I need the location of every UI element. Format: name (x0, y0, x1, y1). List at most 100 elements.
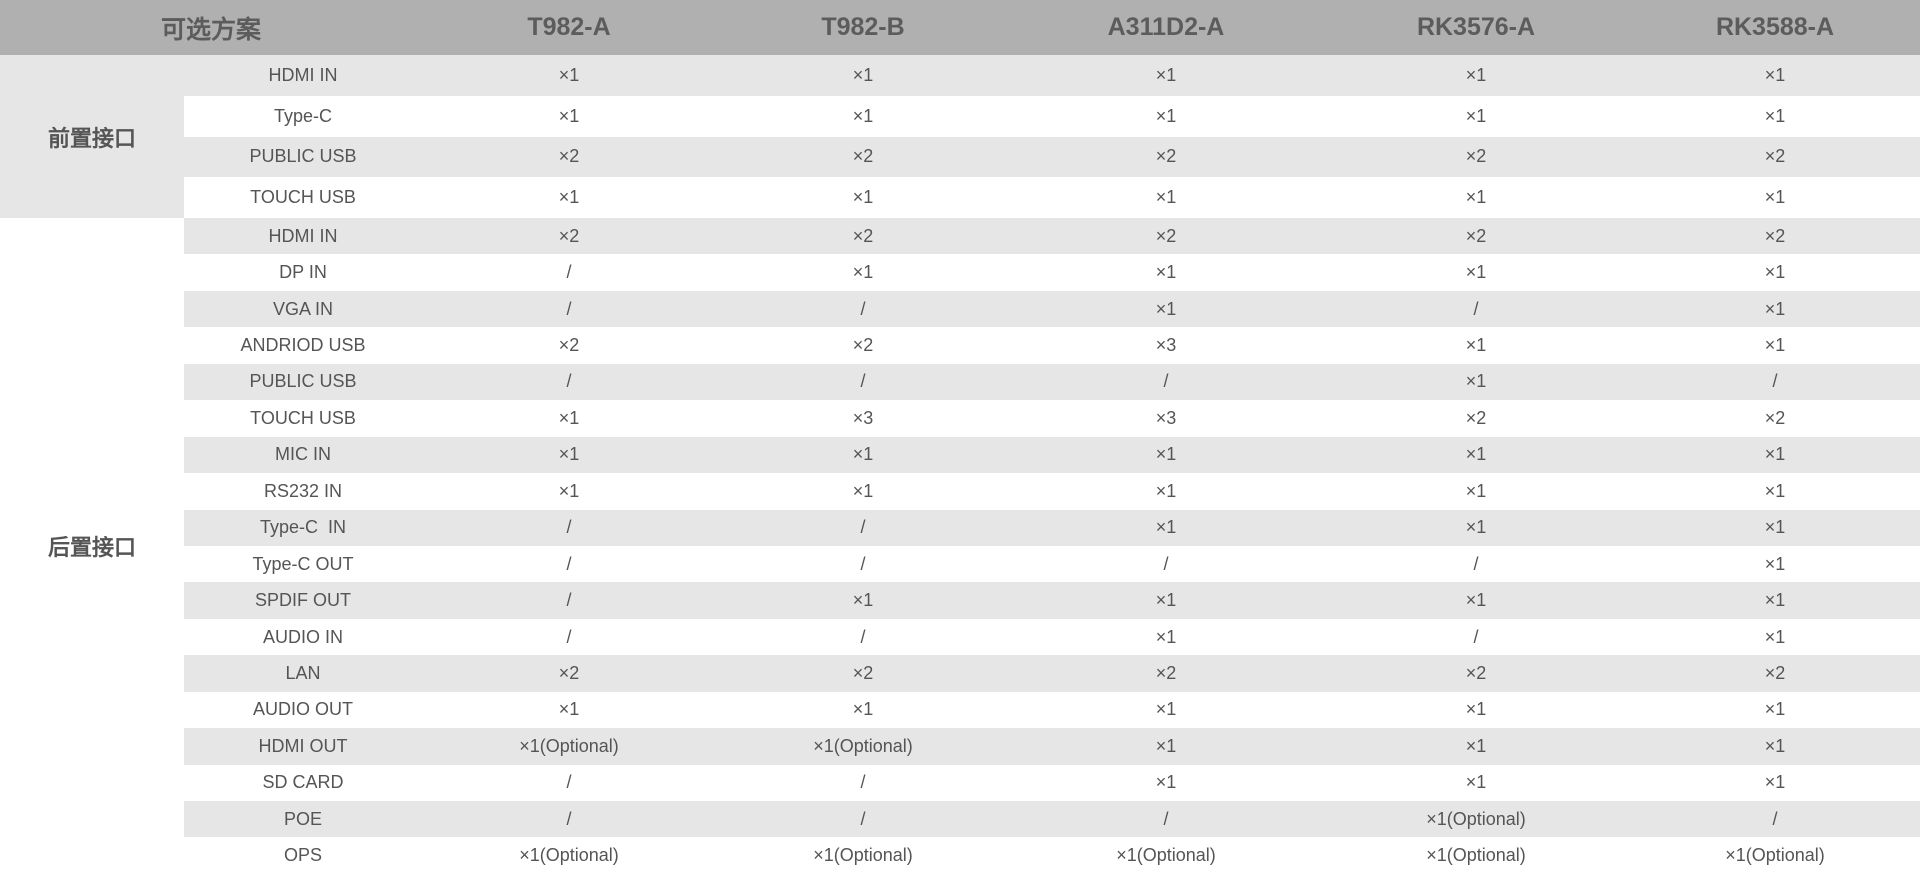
table-cell: ×1 (852, 590, 874, 611)
table-cell: / (860, 808, 866, 829)
table-cell: ×1 (1465, 371, 1487, 392)
table-row: OPS ×1(Optional) ×1(Optional) ×1(Optional) ×… (184, 837, 1920, 873)
table-cell: ×2 (1764, 662, 1786, 683)
table-cell: ×1 (852, 105, 874, 126)
table-cell: ×1 (1155, 772, 1177, 793)
table-cell: ×1 (1764, 298, 1786, 319)
table-row: HDMI IN ×1 ×1 ×1 ×1 ×1 (184, 55, 1920, 96)
table-cell: / (566, 298, 572, 319)
table-cell: / (860, 371, 866, 392)
model-header: T982-B (821, 13, 905, 41)
table-cell: ×1 (1465, 735, 1487, 756)
table-cell: / (566, 371, 572, 392)
row-label: POE (283, 808, 322, 829)
table-row: Type-C ×1 ×1 ×1 ×1 ×1 (184, 96, 1920, 137)
group-label: 前置接口 (0, 55, 184, 218)
table-cell: ×1 (558, 407, 580, 428)
table-cell: ×1(Optional) (1116, 845, 1216, 866)
table-cell: ×1(Optional) (813, 845, 913, 866)
table-cell: ×3 (852, 407, 874, 428)
table-cell: ×1(Optional) (1426, 808, 1526, 829)
table-cell: ×1 (558, 105, 580, 126)
table-row: PUBLIC USB / / / ×1 / (184, 363, 1920, 401)
table-cell: ×1 (1465, 517, 1487, 538)
table-cell: ×1 (1155, 590, 1177, 611)
group-front: 前置接口 HDMI IN ×1 ×1 ×1 ×1 ×1 Type-C ×1 ×1 ×1 ×1 ×1 PUB… (0, 55, 1920, 218)
table-row: TOUCH USB ×1 ×1 ×1 ×1 ×1 (184, 177, 1920, 218)
table-row: AUDIO OUT ×1 ×1 ×1 ×1 ×1 (184, 692, 1920, 728)
model-header: RK3588-A (1715, 13, 1835, 41)
table-cell: ×1 (852, 64, 874, 85)
table-cell: ×1 (558, 444, 580, 465)
table-cell: ×2 (558, 662, 580, 683)
table-cell: ×3 (1155, 407, 1177, 428)
table-cell: / (1772, 808, 1778, 829)
table-cell: ×1 (1155, 626, 1177, 647)
row-label: SPDIF OUT (254, 590, 351, 611)
table-row: ANDRIOD USB ×2 ×2 ×3 ×1 ×1 (184, 327, 1920, 363)
table-cell: ×1 (1155, 480, 1177, 501)
table-cell: ×1(Optional) (519, 735, 619, 756)
table-cell: / (566, 772, 572, 793)
table-cell: ×1 (1764, 626, 1786, 647)
table-cell: ×1 (1465, 772, 1487, 793)
table-cell: ×1(Optional) (1725, 845, 1825, 866)
table-cell: / (1473, 298, 1479, 319)
row-label: TOUCH USB (250, 187, 356, 208)
table-cell: / (566, 517, 572, 538)
group-label: 后置接口 (47, 534, 136, 560)
table-body: 前置接口 HDMI IN ×1 ×1 ×1 ×1 ×1 Type-C ×1 ×1 ×1 ×1 ×1 PUB… (0, 55, 1920, 874)
row-label: HDMI IN (268, 64, 338, 85)
table-cell: ×1 (1764, 64, 1786, 85)
table-cell: / (566, 808, 572, 829)
table-cell: ×1 (852, 480, 874, 501)
row-label: Type-C IN (259, 517, 347, 538)
table-cell: ×2 (1764, 407, 1786, 428)
table-cell: ×1 (1764, 105, 1786, 126)
table-cell: / (566, 590, 572, 611)
table-cell: ×2 (558, 146, 580, 167)
table-cell: ×1 (1465, 64, 1487, 85)
model-header: T982-A (527, 13, 611, 41)
table-cell: ×2 (1155, 146, 1177, 167)
table-cell: ×1(Optional) (813, 735, 913, 756)
table-cell: ×1 (1465, 699, 1487, 720)
row-label: OPS (283, 845, 322, 866)
table-cell: ×1 (1155, 262, 1177, 283)
table-cell: ×1 (1465, 187, 1487, 208)
table-cell: / (1163, 553, 1169, 574)
table-cell: ×2 (558, 335, 580, 356)
table-cell: ×1 (1155, 64, 1177, 85)
group-rear: 后置接口 HDMI IN ×2 ×2 ×2 ×2 ×2 DP IN / ×1 ×1 ×1 ×1 VGA I… (0, 218, 1920, 874)
row-label: VGA IN (272, 298, 334, 319)
table-cell: ×2 (852, 225, 874, 246)
table-row: PUBLIC USB ×2 ×2 ×2 ×2 ×2 (184, 136, 1920, 178)
table-cell: ×1 (1465, 590, 1487, 611)
row-label: LAN (285, 662, 321, 683)
table-cell: ×1 (1764, 699, 1786, 720)
table-row: VGA IN / / ×1 / ×1 (184, 290, 1920, 328)
table-cell: ×2 (558, 225, 580, 246)
table-cell: / (860, 517, 866, 538)
table-row: HDMI IN ×2 ×2 ×2 ×2 ×2 (184, 218, 1920, 255)
table-cell: ×1 (852, 187, 874, 208)
table-cell: ×1(Optional) (1426, 845, 1526, 866)
table-cell: ×2 (1465, 407, 1487, 428)
table-cell: ×1 (852, 699, 874, 720)
table-cell: / (566, 262, 572, 283)
table-cell: ×1 (1465, 262, 1487, 283)
table-row: LAN ×2 ×2 ×2 ×2 ×2 (184, 655, 1920, 692)
row-label: AUDIO IN (262, 626, 343, 647)
table-row: Type-C OUT / / / / ×1 (184, 546, 1920, 582)
table-cell: ×2 (1465, 225, 1487, 246)
row-label: RS232 IN (263, 480, 343, 501)
table-cell: ×1 (852, 444, 874, 465)
table-cell: ×1 (852, 262, 874, 283)
table-row: SD CARD / / ×1 ×1 ×1 (184, 765, 1920, 801)
table-cell: ×3 (1155, 335, 1177, 356)
table-cell: / (860, 772, 866, 793)
table-cell: ×1 (558, 187, 580, 208)
table-row: POE / / / ×1(Optional) / (184, 801, 1920, 838)
table-row: HDMI OUT ×1(Optional) ×1(Optional) ×1 ×1 ×1 (184, 728, 1920, 765)
table-cell: ×1 (1764, 590, 1786, 611)
